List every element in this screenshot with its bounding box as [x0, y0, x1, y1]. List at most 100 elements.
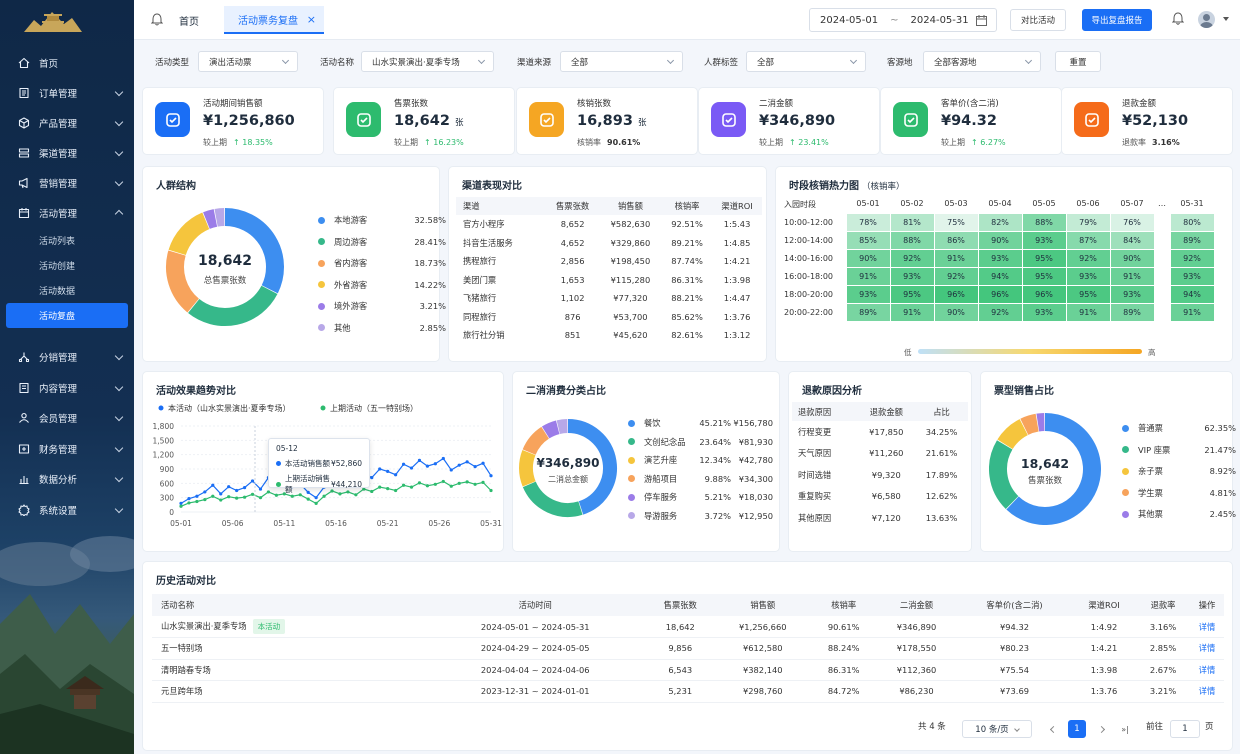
history-title: 历史活动对比	[156, 576, 216, 587]
channel-icon	[18, 148, 30, 158]
legend-amount: ¥81,930	[738, 436, 773, 447]
sidebar-item-distribution[interactable]: 分销管理	[0, 342, 134, 373]
sidebar-item-marketing[interactable]: 营销管理	[0, 168, 134, 198]
activity-name-select[interactable]: 山水实景演出·夏季专场	[361, 51, 494, 72]
table-cell: 山水实景演出·夏季专场 本活动	[152, 616, 424, 638]
sidebar-item-channel[interactable]: 渠道管理	[0, 138, 134, 168]
table-cell: 1:3.76	[712, 308, 762, 327]
chevron-down-icon	[114, 382, 124, 391]
table-cell: 18,642	[646, 616, 714, 638]
activity-type-select[interactable]: 演出活动票	[198, 51, 298, 72]
avatar[interactable]	[1198, 11, 1215, 28]
legend-amount: ¥18,030	[738, 492, 773, 502]
heatmap-cell: 90%	[845, 248, 891, 268]
date-range-picker[interactable]: 2024-05-01 ~ 2024-05-31	[809, 8, 997, 32]
table-cell[interactable]: 详情	[1190, 638, 1224, 660]
heatmap-cell: 92%	[977, 302, 1023, 322]
top-bar: 首页 活动票务复盘 × 2024-05-01 ~ 2024-05-31 对比活动…	[134, 0, 1240, 40]
table-cell: 6,543	[646, 659, 714, 681]
legend-name: VIP 座票	[1138, 444, 1171, 455]
cell-text: 携程旅行	[463, 256, 497, 267]
product-icon	[18, 117, 30, 129]
table-cell: ¥582,630	[599, 215, 662, 234]
sidebar-item-member[interactable]: 会员管理	[0, 403, 134, 434]
kpi-value-number: ¥52,130	[1122, 113, 1189, 129]
chevron-down-icon	[281, 56, 290, 65]
kpi-value-number: ¥1,256,860	[203, 113, 295, 129]
sidebar-item-home[interactable]: 首页	[0, 48, 134, 78]
crowd-tag-select[interactable]: 全部	[746, 51, 866, 72]
sidebar-subitem[interactable]: 活动复盘	[6, 303, 128, 328]
table-cell[interactable]: 详情	[1190, 681, 1224, 703]
kpi-unit: 张	[454, 118, 464, 128]
kpi-card: 退款金额 ¥52,130 退款率 3.16%	[1061, 87, 1233, 155]
legend-marker	[158, 405, 164, 411]
calendar-icon[interactable]	[976, 15, 987, 26]
heatmap-low-label: 低	[904, 348, 912, 357]
heatmap-cell	[1153, 230, 1171, 250]
date-start[interactable]: 2024-05-01	[820, 14, 879, 26]
secondary-total-value: ¥346,890	[536, 456, 600, 470]
sidebar-item-analytics[interactable]: 数据分析	[0, 464, 134, 495]
legend-name: 游船项目	[644, 473, 678, 484]
refund-table: 退款原因 退款金额 占比 行程变更 ¥17,850 34.25% 天气原因 ¥11,260 21…	[792, 402, 968, 529]
cell-text: ¥7,120	[871, 512, 901, 523]
kpi-sub-value: ↑ 18.35%	[233, 138, 273, 147]
sidebar-subitem[interactable]: 活动数据	[39, 287, 76, 297]
last-page-icon[interactable]: »|	[1121, 724, 1129, 734]
notification-bell-icon[interactable]	[1172, 12, 1184, 26]
tab-home[interactable]: 首页	[179, 16, 199, 28]
sidebar-item-content[interactable]: 内容管理	[0, 373, 134, 404]
avatar-dropdown-icon[interactable]	[1223, 17, 1229, 21]
reset-button[interactable]: 重置	[1055, 51, 1101, 72]
data-point	[250, 479, 255, 483]
channel-source-select[interactable]: 全部	[560, 51, 683, 72]
origin-select[interactable]: 全部客源地	[923, 51, 1041, 72]
table-cell[interactable]: 详情	[1190, 659, 1224, 681]
date-end[interactable]: 2024-05-31	[910, 14, 969, 26]
bell-outline-icon[interactable]	[151, 13, 163, 26]
sidebar-subitem[interactable]: 活动创建	[39, 262, 76, 272]
kpi-title: 客单价(含二消)	[941, 99, 999, 109]
kpi-sub-value: 90.61%	[607, 138, 641, 147]
heatmap-cell	[1153, 212, 1171, 232]
sidebar-item-finance[interactable]: 财务管理	[0, 434, 134, 465]
next-page-icon[interactable]	[1093, 720, 1109, 738]
cell-text: 行程变更	[798, 426, 832, 437]
current-activity-badge: 本活动	[252, 619, 286, 634]
sidebar-subitem[interactable]: 活动列表	[39, 237, 76, 247]
kpi-sub-label: 较上期	[203, 138, 227, 147]
donut-segment-2	[519, 450, 536, 487]
bag-icon	[711, 102, 746, 137]
table-cell: 8,652	[546, 215, 599, 234]
cell-text: 85.62%	[671, 311, 703, 322]
compare-activity-button[interactable]: 对比活动	[1010, 9, 1066, 31]
series-line-1	[180, 480, 492, 507]
chevron-down-icon	[114, 473, 124, 483]
table-header-cell: 二消金额	[876, 594, 957, 616]
date-separator: ~	[890, 14, 899, 26]
kpi-sub: 核销率 90.61%	[577, 137, 640, 148]
legend-name: 境外游客	[334, 301, 368, 311]
sidebar-item-label: 会员管理	[39, 414, 78, 426]
prev-page-icon[interactable]	[1045, 720, 1061, 738]
heatmap-cell	[1153, 284, 1171, 304]
sidebar-item-product[interactable]: 产品管理	[0, 108, 134, 138]
data-point	[322, 494, 326, 498]
cell-text: 2024-04-29 ~ 2024-05-05	[480, 643, 590, 654]
sidebar-item-settings[interactable]: 系统设置	[0, 495, 134, 526]
table-cell[interactable]: 详情	[1190, 616, 1224, 638]
cell-text: 1:4.21	[723, 256, 751, 267]
legend-name: 本地游客	[334, 215, 368, 225]
tab-activity-review[interactable]: 活动票务复盘 ×	[224, 6, 324, 34]
page-current[interactable]: 1	[1068, 720, 1086, 738]
close-icon[interactable]: ×	[306, 13, 316, 26]
sidebar-item-activity[interactable]: 活动管理	[0, 198, 134, 228]
kpi-sub-value: ↑ 16.23%	[424, 138, 464, 147]
page-size-select[interactable]: 10 条/页	[962, 720, 1032, 738]
sidebar-item-order[interactable]: 订单管理	[0, 78, 134, 108]
data-point	[441, 479, 445, 484]
heatmap-cell: 89%	[1109, 302, 1155, 322]
export-report-button[interactable]: 导出复盘报告	[1082, 9, 1152, 31]
goto-page-input[interactable]: 1	[1170, 720, 1200, 738]
